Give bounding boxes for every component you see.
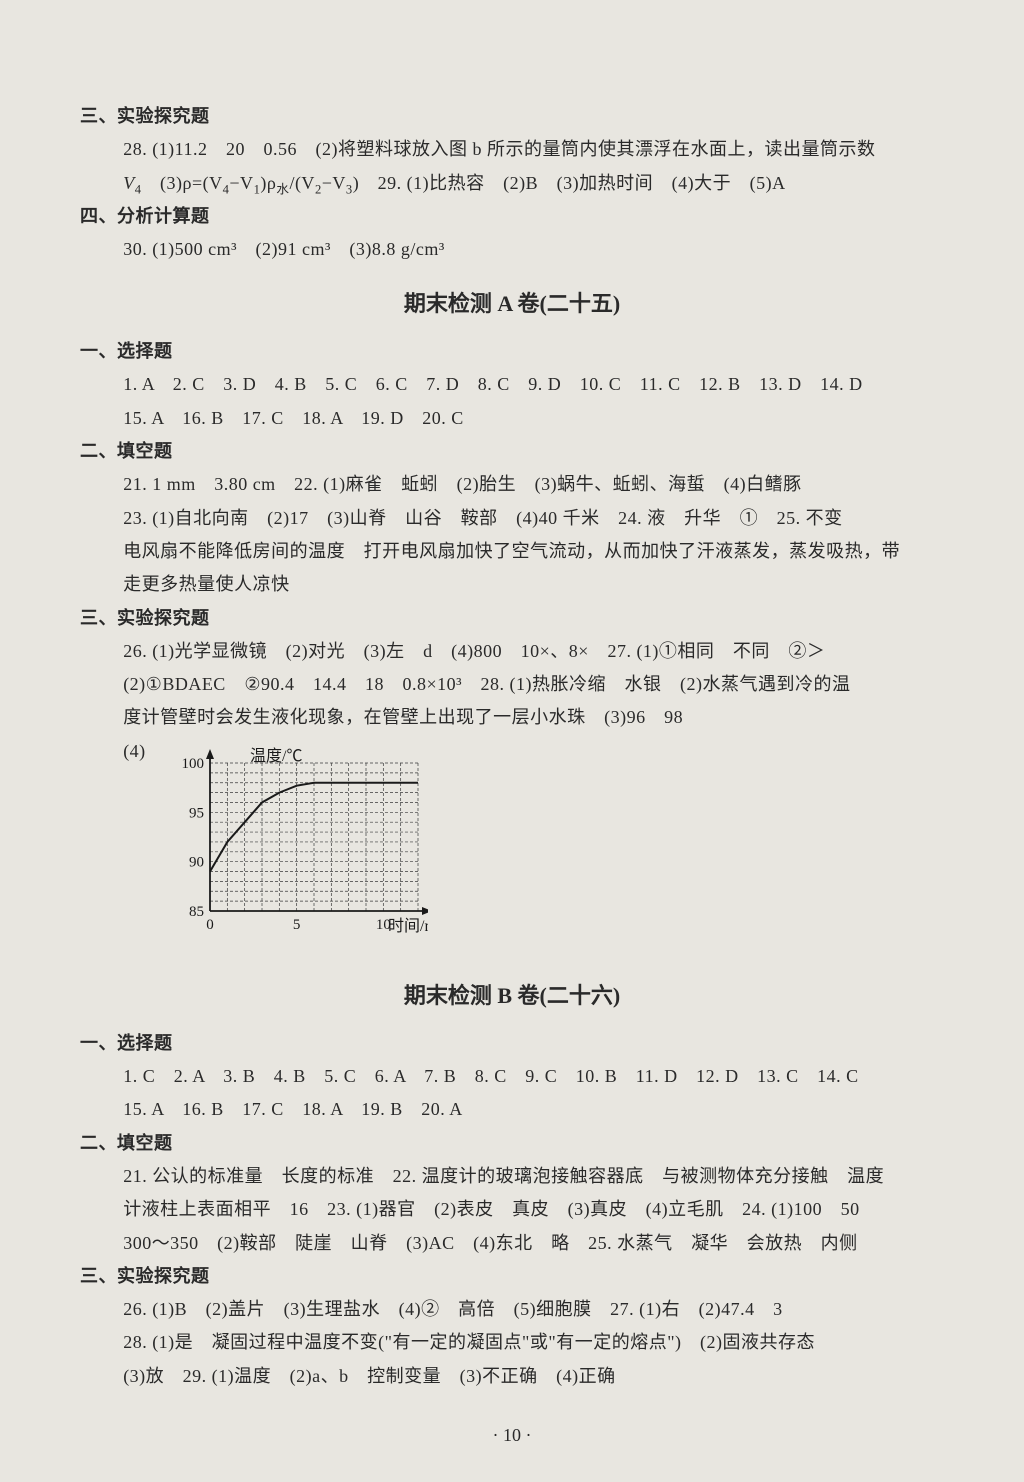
section-heading-3c: 三、实验探究题	[80, 1260, 944, 1293]
answer-line: 度计管壁时会发生液化现象，在管壁上出现了一层小水珠 (3)96 98	[80, 701, 944, 734]
answer-line: 30. (1)500 cm³ (2)91 cm³ (3)8.8 g/cm³	[80, 233, 944, 266]
answer-line: 1. A 2. C 3. D 4. B 5. C 6. C 7. D 8. C …	[80, 368, 944, 401]
section-heading-1: 一、选择题	[80, 335, 944, 368]
answer-line: 21. 1 mm 3.80 cm 22. (1)麻雀 蚯蚓 (2)胎生 (3)蜗…	[80, 468, 944, 501]
answer-line: 1. C 2. A 3. B 4. B 5. C 6. A 7. B 8. C …	[80, 1060, 944, 1093]
answer-line: 28. (1)是 凝固过程中温度不变("有一定的凝固点"或"有一定的熔点") (…	[80, 1326, 944, 1359]
svg-text:100: 100	[182, 756, 205, 772]
t: −V	[229, 173, 253, 193]
svg-text:85: 85	[189, 904, 204, 920]
answer-line: 15. A 16. B 17. C 18. A 19. B 20. A	[80, 1093, 944, 1126]
answer-line: 300～350 (2)鞍部 陡崖 山脊 (3)AC (4)东北 略 25. 水蒸…	[80, 1227, 944, 1260]
t: )ρ	[260, 173, 276, 193]
sub: 水	[276, 182, 289, 196]
var: V	[123, 173, 135, 193]
answer-line: 23. (1)自北向南 (2)17 (3)山脊 山谷 鞍部 (4)40 千米 2…	[80, 502, 944, 535]
t: /(V	[289, 173, 315, 193]
answer-line: 26. (1)光学显微镜 (2)对光 (3)左 d (4)800 10×、8× …	[80, 635, 944, 668]
svg-text:95: 95	[189, 805, 204, 821]
t: (3)ρ=(V	[141, 173, 222, 193]
section-heading-2b: 二、填空题	[80, 1127, 944, 1160]
t: ) 29. (1)比热容 (2)B (3)加热时间 (4)大于 (5)A	[353, 173, 786, 193]
answer-line: V4 (3)ρ=(V4−V1)ρ水/(V2−V3) 29. (1)比热容 (2)…	[80, 167, 944, 200]
test-title-26: 期末检测 B 卷(二十六)	[80, 976, 944, 1017]
answer-line: 28. (1)11.2 20 0.56 (2)将塑料球放入图 b 所示的量筒内使…	[80, 133, 944, 166]
page-number: · 10 ·	[0, 1419, 1024, 1452]
chart-svg: 0510859095100温度/℃时间/min	[168, 741, 428, 941]
section-heading-1b: 一、选择题	[80, 1027, 944, 1060]
section-heading-4: 四、分析计算题	[80, 200, 944, 233]
svg-text:90: 90	[189, 854, 204, 870]
answer-line: (2)①BDAEC ②90.4 14.4 18 0.8×10³ 28. (1)热…	[80, 668, 944, 701]
answer-line: 26. (1)B (2)盖片 (3)生理盐水 (4)② 高倍 (5)细胞膜 27…	[80, 1293, 944, 1326]
answer-line: 21. 公认的标准量 长度的标准 22. 温度计的玻璃泡接触容器底 与被测物体充…	[80, 1160, 944, 1193]
sub: 2	[315, 182, 322, 196]
svg-text:时间/min: 时间/min	[388, 917, 428, 935]
answer-line: 计液柱上表面相平 16 23. (1)器官 (2)表皮 真皮 (3)真皮 (4)…	[80, 1193, 944, 1226]
section-heading-3b: 三、实验探究题	[80, 602, 944, 635]
answer-line: 电风扇不能降低房间的温度 打开电风扇加快了空气流动，从而加快了汗液蒸发，蒸发吸热…	[80, 535, 944, 568]
temp-time-chart: 0510859095100温度/℃时间/min	[168, 741, 428, 952]
svg-text:温度/℃: 温度/℃	[250, 747, 302, 765]
answer-line: 15. A 16. B 17. C 18. A 19. D 20. C	[80, 402, 944, 435]
svg-text:5: 5	[293, 917, 301, 933]
section-heading-3: 三、实验探究题	[80, 100, 944, 133]
answer-line: (3)放 29. (1)温度 (2)a、b 控制变量 (3)不正确 (4)正确	[80, 1360, 944, 1393]
section-heading-2: 二、填空题	[80, 435, 944, 468]
sub: 3	[346, 182, 353, 196]
svg-text:0: 0	[206, 917, 214, 933]
t: −V	[322, 173, 346, 193]
test-title-25: 期末检测 A 卷(二十五)	[80, 284, 944, 325]
answer-line: 走更多热量使人凉快	[80, 568, 944, 601]
